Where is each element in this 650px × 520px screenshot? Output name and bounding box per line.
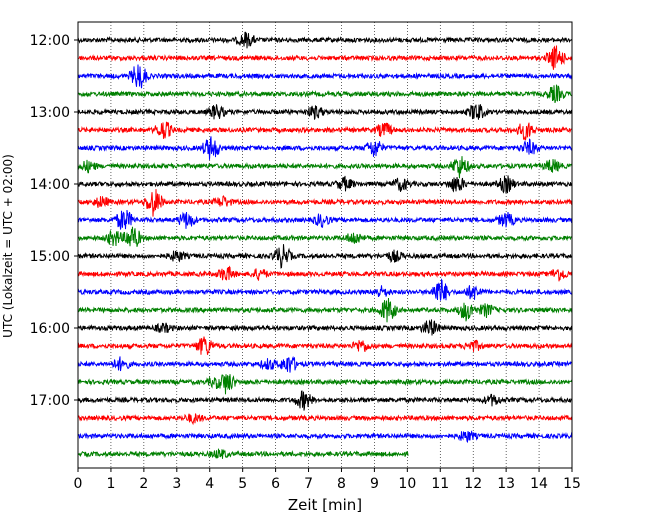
- seismic-trace: [77, 319, 573, 336]
- x-tick-label: 9: [370, 476, 379, 492]
- seismic-trace: [77, 355, 573, 373]
- x-tick-label: 12: [464, 476, 482, 492]
- x-axis-label: Zeit [min]: [288, 496, 362, 514]
- y-axis-label: UTC (Lokalzeit = UTC + 02:00): [1, 154, 15, 338]
- y-tick-label: 12:00: [30, 33, 70, 49]
- x-tick-label: 8: [337, 476, 346, 492]
- seismic-trace: [77, 84, 573, 104]
- x-tick-label: 10: [398, 476, 416, 492]
- seismic-trace: [77, 226, 573, 247]
- seismic-trace: [77, 209, 573, 230]
- y-axis-ticks: 12:00 13:00 14:00 15:00 16:00 17:00: [30, 33, 78, 409]
- seismic-trace: [77, 64, 573, 89]
- x-tick-label: 11: [431, 476, 449, 492]
- seismic-trace: [77, 430, 573, 444]
- seismic-trace: [77, 121, 573, 141]
- x-tick-label: 7: [304, 476, 313, 492]
- seismic-trace: [77, 156, 573, 179]
- trace-group: [77, 31, 573, 459]
- y-tick-label: 17:00: [30, 393, 70, 409]
- seismic-trace: [77, 336, 573, 355]
- seismic-trace: [77, 374, 573, 395]
- x-tick-label: 15: [563, 476, 581, 492]
- y-tick-label: 13:00: [30, 105, 70, 121]
- vertical-grid: [110, 22, 540, 468]
- plot-frame: [77, 21, 573, 469]
- x-tick-label: 5: [238, 476, 247, 492]
- seismic-trace: [77, 413, 573, 426]
- seismic-trace: [77, 448, 409, 459]
- y-tick-label: 16:00: [30, 321, 70, 337]
- seismic-trace: [77, 175, 573, 194]
- x-tick-label: 14: [530, 476, 548, 492]
- seismic-trace: [77, 390, 573, 411]
- seismic-trace: [77, 189, 573, 217]
- seismic-trace: [77, 265, 573, 282]
- x-axis-ticks: 0 1 2 3 4 5 6 7 8 9 10 11 12 13 14 15: [74, 468, 581, 492]
- x-tick-label: 4: [205, 476, 214, 492]
- y-tick-label: 14:00: [30, 177, 70, 193]
- x-tick-label: 1: [106, 476, 115, 492]
- seismic-trace: [77, 31, 573, 49]
- seismic-trace: [77, 244, 573, 269]
- y-tick-label: 15:00: [30, 249, 70, 265]
- x-tick-label: 3: [172, 476, 181, 492]
- seismic-trace: [77, 136, 573, 160]
- x-tick-label: 13: [497, 476, 515, 492]
- seismic-trace: [78, 297, 573, 323]
- seismic-trace: [77, 45, 573, 70]
- seismic-trace: [77, 278, 573, 301]
- x-tick-label: 2: [139, 476, 148, 492]
- seismic-trace: [77, 104, 573, 120]
- x-tick-label: 0: [74, 476, 83, 492]
- x-tick-label: 6: [271, 476, 280, 492]
